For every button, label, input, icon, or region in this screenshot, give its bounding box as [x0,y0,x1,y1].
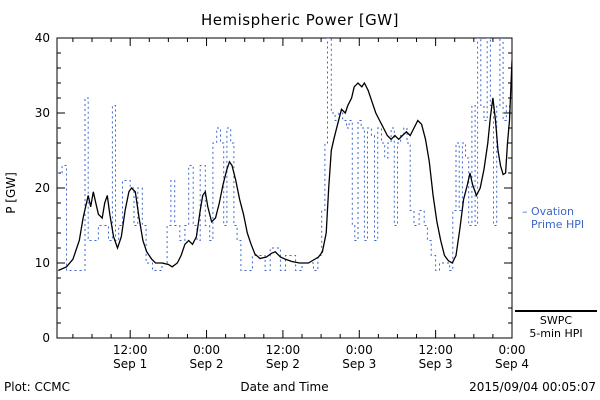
legend-swpc-label1: SWPC [539,314,573,327]
x-tick-time: 12:00 [418,343,453,357]
plot-border [56,37,513,339]
x-tick-date: Sep 3 [342,357,376,371]
x-tick-date: Sep 4 [495,357,529,371]
x-tick-time: 12:00 [113,343,148,357]
y-tick-label: 30 [35,106,50,120]
legend-ovation-line1: – Ovation [522,205,598,218]
x-ticks [72,38,513,338]
chart-title: Hemispheric Power [GW] [201,11,399,29]
legend-swpc: SWPC 5-min HPI [515,310,597,340]
x-tick-time: 0:00 [499,343,526,357]
x-tick-time: 0:00 [346,343,373,357]
y-tick-labels: 0 10 20 30 40 [35,31,50,345]
series-ovation [57,38,512,271]
y-tick-label: 20 [35,181,50,195]
y-tick-label: 0 [42,331,50,345]
legend-ovation-line2: Prime HPI [531,218,585,231]
x-tick-date: Sep 2 [190,357,224,371]
x-tick-date: Sep 1 [113,357,147,371]
y-ticks [57,37,512,339]
y-tick-label: 40 [35,31,50,45]
ovation-dash-icon: – [522,205,528,218]
y-axis-title: P [GW] [4,172,18,214]
x-tick-date: Sep 2 [266,357,300,371]
x-tick-time: 12:00 [266,343,301,357]
y-tick-label: 10 [35,256,50,270]
x-axis-title: Date and Time [240,380,329,394]
plot-timestamp: 2015/09/04 00:05:07 [469,380,596,394]
legend-ovation-label1: Ovation [531,205,574,218]
plot-credit: Plot: CCMC [4,380,70,394]
x-tick-time: 0:00 [193,343,220,357]
legend-swpc-label2: 5-min HPI [529,327,583,340]
swpc-line-sample-icon [515,310,597,312]
x-tick-date: Sep 3 [419,357,453,371]
legend-ovation: – Ovation Prime HPI [522,205,598,231]
series-swpc [58,60,512,272]
